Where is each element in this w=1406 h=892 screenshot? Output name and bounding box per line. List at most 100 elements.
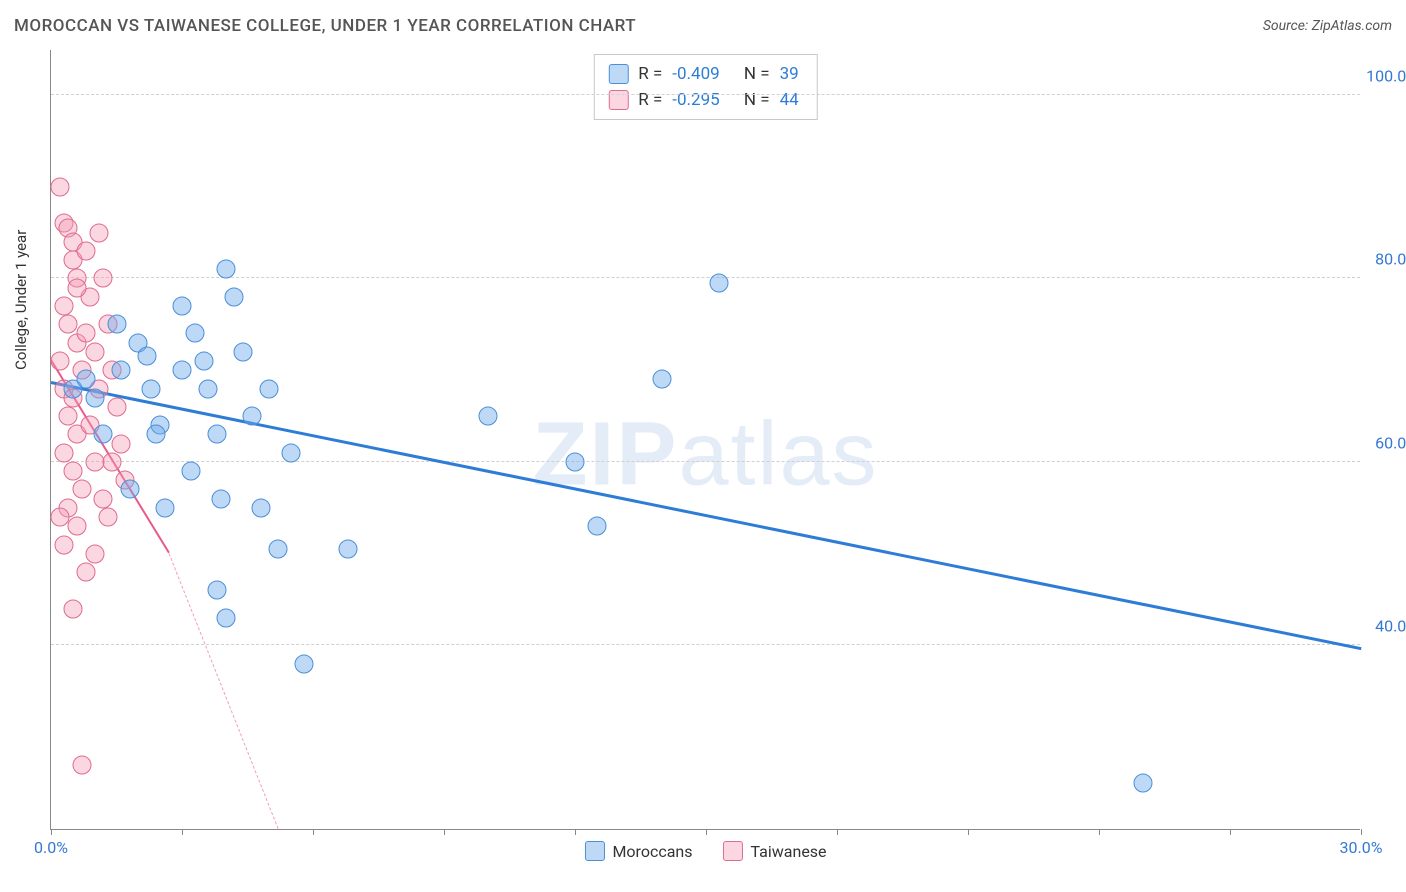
legend-label-moroccans: Moroccans xyxy=(612,842,692,861)
x-tick xyxy=(968,829,969,835)
scatter-marker xyxy=(76,370,95,389)
scatter-marker xyxy=(50,177,69,196)
scatter-marker xyxy=(142,379,161,398)
series-legend: Moroccans Taiwanese xyxy=(584,841,826,861)
x-tick xyxy=(837,829,838,835)
scatter-marker xyxy=(260,379,279,398)
swatch-moroccans-icon xyxy=(584,841,604,861)
x-tick xyxy=(575,829,576,835)
scatter-marker xyxy=(587,517,606,536)
legend-item-moroccans: Moroccans xyxy=(584,841,692,861)
y-tick-label: 60.0% xyxy=(1375,433,1406,452)
watermark-atlas: atlas xyxy=(678,405,878,505)
legend-row-taiwanese: R = -0.295 N = 44 xyxy=(608,87,798,113)
r-label: R = xyxy=(638,87,662,113)
scatter-marker xyxy=(1133,774,1152,793)
scatter-marker xyxy=(72,755,91,774)
scatter-marker xyxy=(207,581,226,600)
scatter-marker xyxy=(68,278,87,297)
scatter-marker xyxy=(98,508,117,527)
n-value-taiwanese: 44 xyxy=(780,87,799,113)
gridline xyxy=(51,277,1360,278)
scatter-marker xyxy=(55,296,74,315)
y-axis-label: College, Under 1 year xyxy=(12,230,30,370)
r-value-moroccans: -0.409 xyxy=(672,61,719,87)
scatter-marker xyxy=(90,223,109,242)
scatter-marker xyxy=(242,407,261,426)
scatter-marker xyxy=(155,498,174,517)
scatter-marker xyxy=(50,352,69,371)
scatter-marker xyxy=(76,241,95,260)
x-tick xyxy=(1361,829,1362,835)
n-label: N = xyxy=(744,87,770,113)
r-value-taiwanese: -0.295 xyxy=(672,87,719,113)
scatter-marker xyxy=(72,480,91,499)
source-name: ZipAtlas.com xyxy=(1312,18,1392,34)
scatter-marker xyxy=(85,388,104,407)
scatter-marker xyxy=(173,296,192,315)
scatter-marker xyxy=(59,407,78,426)
scatter-marker xyxy=(138,347,157,366)
scatter-marker xyxy=(111,434,130,453)
scatter-marker xyxy=(103,452,122,471)
scatter-marker xyxy=(216,260,235,279)
scatter-marker xyxy=(94,269,113,288)
scatter-marker xyxy=(234,342,253,361)
scatter-marker xyxy=(111,361,130,380)
x-tick-label: 0.0% xyxy=(34,838,68,857)
scatter-marker xyxy=(478,407,497,426)
n-value-moroccans: 39 xyxy=(780,61,799,87)
x-tick xyxy=(313,829,314,835)
scatter-marker xyxy=(59,315,78,334)
scatter-marker xyxy=(181,462,200,481)
gridline xyxy=(51,644,1360,645)
scatter-marker xyxy=(194,352,213,371)
scatter-marker xyxy=(85,544,104,563)
scatter-marker xyxy=(710,274,729,293)
scatter-marker xyxy=(212,489,231,508)
x-tick xyxy=(1230,829,1231,835)
chart-header: MOROCCAN VS TAIWANESE COLLEGE, UNDER 1 Y… xyxy=(14,16,1392,36)
scatter-plot-area: ZIPatlas R = -0.409 N = 39 R = -0.295 N … xyxy=(50,50,1360,830)
watermark-zip: ZIP xyxy=(532,405,678,505)
y-tick-label: 40.0% xyxy=(1375,617,1406,636)
scatter-marker xyxy=(55,443,74,462)
scatter-marker xyxy=(146,425,165,444)
x-tick-label: 30.0% xyxy=(1340,838,1383,857)
correlation-legend: R = -0.409 N = 39 R = -0.295 N = 44 xyxy=(593,54,817,120)
scatter-marker xyxy=(55,535,74,554)
scatter-marker xyxy=(251,498,270,517)
scatter-marker xyxy=(85,342,104,361)
scatter-marker xyxy=(199,379,218,398)
scatter-marker xyxy=(68,517,87,536)
scatter-marker xyxy=(207,425,226,444)
scatter-marker xyxy=(225,287,244,306)
n-label: N = xyxy=(744,61,770,87)
scatter-marker xyxy=(50,508,69,527)
legend-label-taiwanese: Taiwanese xyxy=(750,842,826,861)
scatter-marker xyxy=(107,397,126,416)
source-prefix: Source: xyxy=(1263,18,1312,34)
y-tick-label: 100.0% xyxy=(1366,66,1406,85)
x-tick xyxy=(51,829,52,835)
scatter-marker xyxy=(173,361,192,380)
scatter-marker xyxy=(76,324,95,343)
x-tick xyxy=(182,829,183,835)
scatter-marker xyxy=(295,654,314,673)
scatter-marker xyxy=(63,599,82,618)
scatter-marker xyxy=(94,489,113,508)
swatch-moroccans-icon xyxy=(608,64,628,84)
scatter-marker xyxy=(566,452,585,471)
scatter-marker xyxy=(282,443,301,462)
scatter-marker xyxy=(94,425,113,444)
scatter-marker xyxy=(85,452,104,471)
gridline xyxy=(51,461,1360,462)
x-tick xyxy=(444,829,445,835)
source-attribution: Source: ZipAtlas.com xyxy=(1263,18,1392,34)
scatter-marker xyxy=(269,540,288,559)
x-tick xyxy=(706,829,707,835)
scatter-marker xyxy=(186,324,205,343)
scatter-marker xyxy=(63,462,82,481)
gridline xyxy=(51,94,1360,95)
scatter-marker xyxy=(216,608,235,627)
